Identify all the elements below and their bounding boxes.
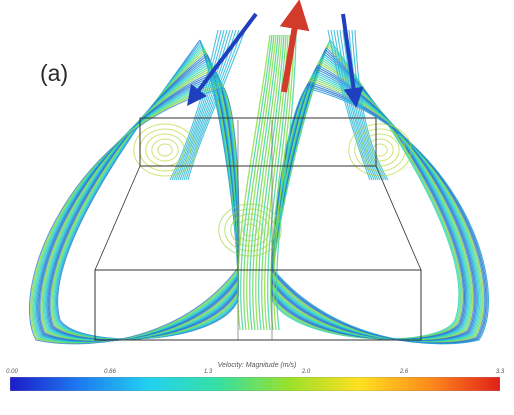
colorbar-tick-5: 3.3 <box>495 369 505 375</box>
outflow-arrow-center <box>279 0 310 93</box>
colorbar-tick-4: 2.6 <box>399 369 409 375</box>
colorbar-tick-3: 2.0 <box>301 369 311 375</box>
flow-arrows <box>187 0 364 108</box>
inflow-arrow-left <box>187 12 258 106</box>
streamline-loops <box>28 29 490 345</box>
colorbar-tick-1: 0.66 <box>104 369 116 375</box>
panel-label: (a) <box>40 60 69 86</box>
colorbar <box>10 377 500 391</box>
colorbar-title: Velocity: Magnitude (m/s) <box>217 362 297 369</box>
colorbar-tick-0: 0.00 <box>6 369 18 375</box>
domain-outline <box>94 117 422 341</box>
inflow-arrow-right <box>341 13 364 108</box>
colorbar-tick-2: 1.3 <box>203 369 213 375</box>
